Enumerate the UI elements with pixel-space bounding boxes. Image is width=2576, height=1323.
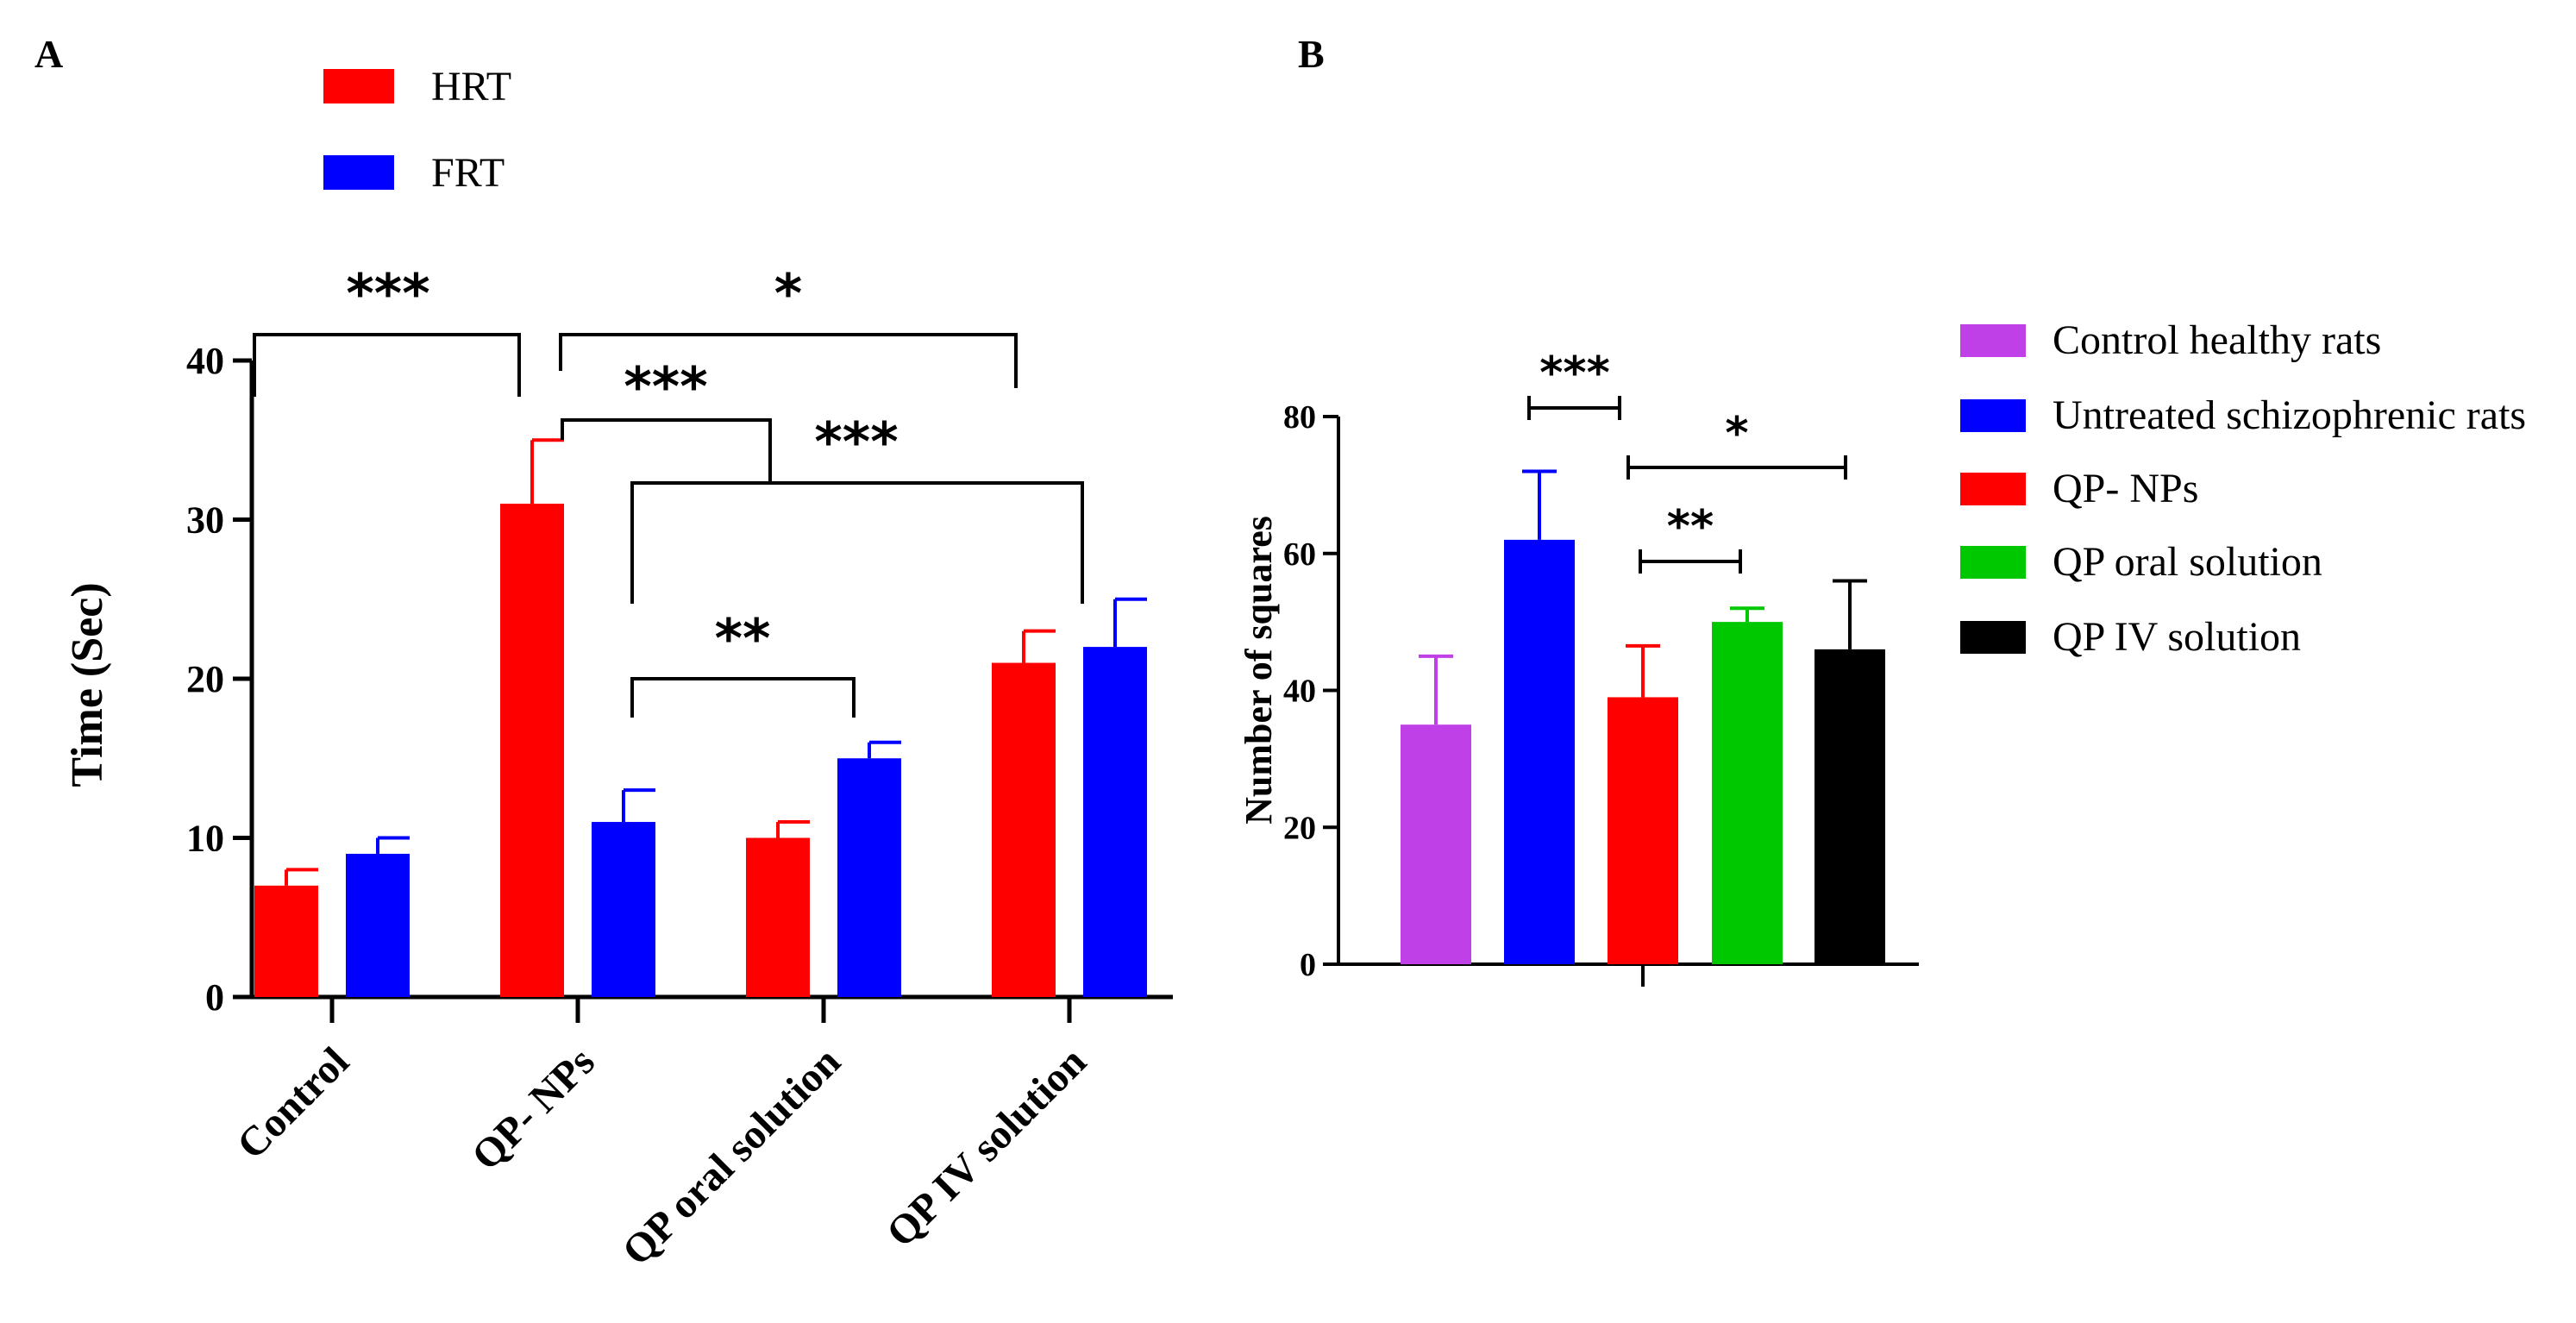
panel-a-bar-frt xyxy=(837,758,901,997)
panel-b-legend-label: Untreated schizophrenic rats xyxy=(2053,392,2526,438)
panel-a-category-label: QP IV solution xyxy=(878,1038,1095,1256)
panel-a-category-label: Control xyxy=(229,1038,358,1168)
panel-a-y-tick-label: 20 xyxy=(186,658,224,700)
panel-b-y-axis-title: Number of squares xyxy=(1238,516,1280,825)
panel-b-y-tick-label: 0 xyxy=(1300,947,1316,983)
panel-a-chart: HRT FRT 0 10 20 30 40 Control QP- NPs QP oral so… xyxy=(63,64,1173,1275)
panel-b-y-tick-label: 40 xyxy=(1283,674,1316,710)
panel-b-legend-swatch xyxy=(1960,399,2026,432)
panel-a-bar-frt xyxy=(592,822,655,997)
panel-b-bar xyxy=(1401,724,1471,964)
panel-b-sig-label: *** xyxy=(1539,348,1610,399)
panel-b-letter: B xyxy=(1298,32,1325,76)
panel-b-y-tick-label: 80 xyxy=(1283,399,1316,436)
panel-a-y-tick-label: 40 xyxy=(186,340,224,382)
panel-a-legend-label: FRT xyxy=(431,150,505,196)
panel-b-legend-label: QP- NPs xyxy=(2053,466,2198,511)
panel-b-legend-label: Control healthy rats xyxy=(2053,317,2381,363)
panel-a-y-axis-title: Time (Sec) xyxy=(63,582,112,787)
panel-a-sig-bracket xyxy=(630,677,856,718)
panel-a-y-tick-label: 10 xyxy=(186,818,224,860)
panel-a-legend-swatch xyxy=(323,155,394,190)
panel-b-y-tick-label: 20 xyxy=(1283,810,1316,846)
panel-b-significance: ****** xyxy=(1527,348,1847,574)
panel-b-y-tick-label: 60 xyxy=(1283,536,1316,573)
panel-b-legend-swatch xyxy=(1960,473,2026,505)
panel-b-legend-swatch xyxy=(1960,621,2026,654)
panel-a-legend: HRT FRT xyxy=(323,64,511,196)
panel-b-bars xyxy=(1401,469,1885,964)
panel-a-category-label: QP- NPs xyxy=(463,1038,604,1179)
panel-a-letter: A xyxy=(34,32,63,76)
panel-a-y-tick-label: 0 xyxy=(205,976,224,1019)
panel-b-bar xyxy=(1814,649,1885,964)
panel-b-bar xyxy=(1608,697,1678,964)
panel-a-bar-hrt xyxy=(746,837,810,997)
panel-b-legend-label: QP IV solution xyxy=(2053,614,2301,660)
panel-a-bars xyxy=(254,438,1147,997)
panel-a-bar-hrt xyxy=(992,662,1056,997)
panel-b-legend-label: QP oral solution xyxy=(2053,539,2322,585)
panel-a-sig-bracket xyxy=(630,481,1084,604)
panel-a-sig-label: * xyxy=(774,262,802,325)
panel-b-legend: Control healthy rats Untreated schizophre… xyxy=(1960,317,2526,660)
panel-b-sig-label: * xyxy=(1725,408,1748,460)
panel-a-sig-bracket xyxy=(253,333,521,397)
panel-a-bar-hrt xyxy=(500,504,564,997)
panel-a-sig-label: *** xyxy=(346,262,429,325)
panel-b-bar xyxy=(1712,622,1783,964)
panel-a-legend-swatch xyxy=(323,69,394,103)
panel-a-y-tick-label: 30 xyxy=(186,499,224,542)
panel-a-sig-label: ** xyxy=(715,607,771,670)
panel-a-significance: *** ********* xyxy=(253,262,1084,718)
panel-b-bar xyxy=(1504,539,1575,964)
panel-b-sig-label: ** xyxy=(1667,501,1714,553)
panel-a-bar-frt xyxy=(1083,647,1147,997)
panel-a-sig-label: *** xyxy=(814,411,898,473)
panel-a-legend-label: HRT xyxy=(431,64,511,110)
panel-a-category-label: QP oral solution xyxy=(614,1038,849,1274)
panel-a-sig-label: *** xyxy=(624,355,707,418)
panel-a-sig-bracket xyxy=(561,418,772,440)
panel-a-sig-bracket xyxy=(559,333,1018,388)
panel-a-bar-frt xyxy=(346,853,410,997)
panel-b-legend-swatch xyxy=(1960,546,2026,579)
panel-a-bar-hrt xyxy=(254,885,318,997)
panel-b-legend-swatch xyxy=(1960,324,2026,357)
